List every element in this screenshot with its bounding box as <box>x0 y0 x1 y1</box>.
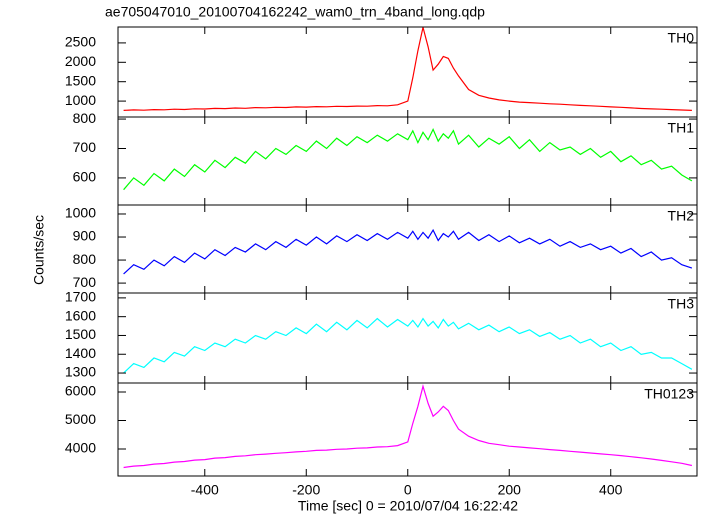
y-tick-label: 1300 <box>65 364 96 380</box>
panel-frame <box>117 26 698 118</box>
panel-label: TH1 <box>668 120 695 136</box>
panel-frame <box>117 292 698 384</box>
y-tick-label: 700 <box>73 274 97 290</box>
x-tick-label: 0 <box>404 482 412 498</box>
y-tick-label: 1700 <box>65 289 96 305</box>
light-curve <box>123 384 693 469</box>
y-tick-label: 1500 <box>65 72 96 88</box>
panel-frame <box>117 382 698 477</box>
y-tick-label: 1400 <box>65 345 96 361</box>
y-tick-label: 1600 <box>65 307 96 323</box>
y-tick-label: 5000 <box>65 411 96 427</box>
x-tick-label: -200 <box>292 482 320 498</box>
panel-frame <box>117 204 698 294</box>
light-curve <box>123 27 692 111</box>
chart-title: ae705047010_20100704162242_wam0_trn_4ban… <box>105 4 485 20</box>
y-tick-label: 6000 <box>65 383 96 399</box>
panel-label: TH0123 <box>644 386 694 402</box>
y-tick-label: 700 <box>73 139 97 155</box>
x-axis-label: Time [sec] 0 = 2010/07/04 16:22:42 <box>298 498 518 514</box>
y-tick-label: 800 <box>73 251 97 267</box>
y-tick-label: 600 <box>73 169 97 185</box>
x-tick-label: 400 <box>599 482 623 498</box>
panel-frame <box>117 116 698 206</box>
light-curve <box>123 317 693 374</box>
x-tick-label: 200 <box>498 482 522 498</box>
light-curve <box>123 228 693 275</box>
panel-label: TH0 <box>668 30 695 46</box>
x-tick-label: -400 <box>191 482 219 498</box>
y-tick-label: 2500 <box>65 34 96 50</box>
light-curve <box>123 127 693 191</box>
panel-label: TH3 <box>668 296 695 312</box>
y-tick-label: 1500 <box>65 326 96 342</box>
y-tick-label: 900 <box>73 228 97 244</box>
y-tick-label: 4000 <box>65 440 96 456</box>
y-tick-label: 1000 <box>65 205 96 221</box>
y-tick-label: 1000 <box>65 92 96 108</box>
y-axis-label: Counts/sec <box>31 215 47 285</box>
panel-label: TH2 <box>668 208 695 224</box>
y-tick-label: 800 <box>73 110 97 126</box>
y-tick-label: 2000 <box>65 53 96 69</box>
